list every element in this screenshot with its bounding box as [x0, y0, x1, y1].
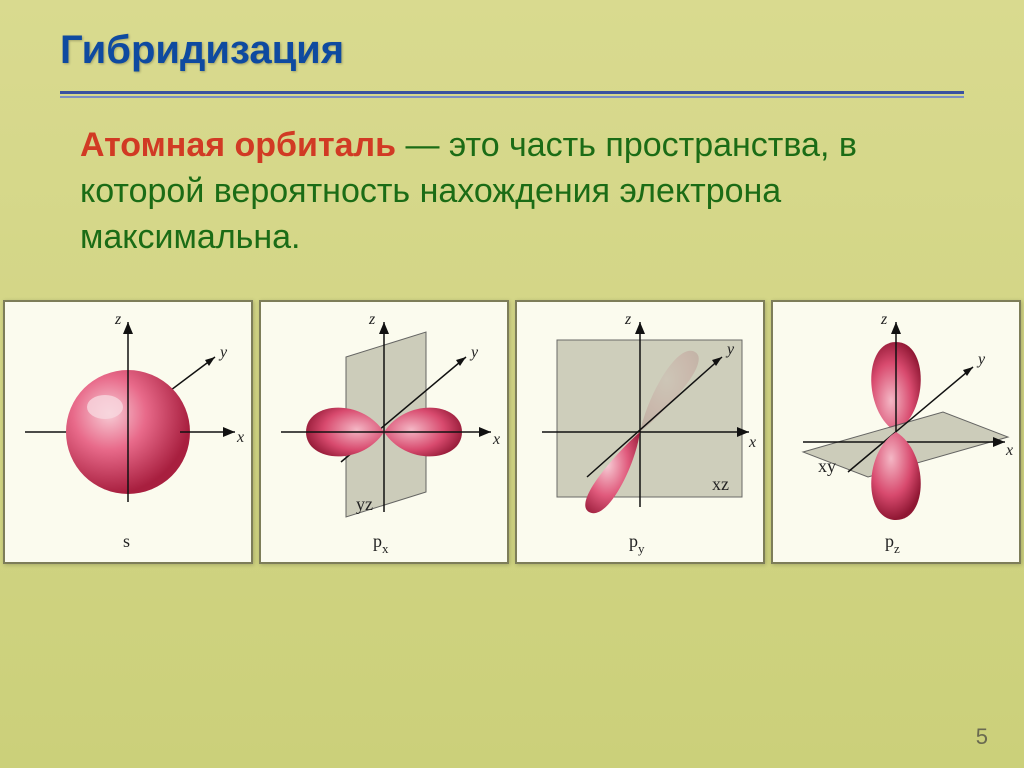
orbital-label-sub: y	[638, 541, 645, 556]
axis-y-label: y	[725, 341, 735, 358]
orbital-label-main: p	[885, 531, 894, 551]
page-title: Гибридизация	[60, 28, 964, 73]
axis-z-label: z	[880, 311, 888, 328]
orbital-cell-s: y z x s	[3, 300, 253, 564]
orbital-cell-px: yz y z x px	[259, 300, 509, 564]
title-rule	[60, 91, 964, 98]
py-orbital-diagram: xz z x y py	[517, 302, 763, 562]
orbital-cell-py: xz z x y py	[515, 300, 765, 564]
axis-x-label: x	[492, 431, 500, 448]
axis-x-label: x	[1005, 442, 1013, 459]
svg-text:pz: pz	[885, 531, 900, 556]
orbital-cell-pz: xy y x z pz	[771, 300, 1021, 564]
title-block: Гибридизация	[0, 0, 1024, 81]
svg-text:py: py	[629, 531, 645, 556]
axis-x-label: x	[748, 434, 756, 451]
s-orbital-diagram: y z x s	[5, 302, 251, 562]
svg-text:px: px	[373, 531, 389, 556]
orbital-label-sub: x	[382, 541, 389, 556]
axis-z-label: z	[368, 311, 376, 328]
pz-orbital-diagram: xy y x z pz	[773, 302, 1019, 562]
orbital-label-main: p	[629, 531, 638, 551]
plane-label: yz	[356, 494, 373, 514]
axis-y-label: y	[976, 351, 986, 368]
definition-term: Атомная орбиталь	[80, 126, 396, 164]
slide: Гибридизация Атомная орбиталь — это част…	[0, 0, 1024, 768]
plane-label: xy	[818, 456, 836, 476]
px-orbital-diagram: yz y z x px	[261, 302, 507, 562]
definition-paragraph: Атомная орбиталь — это часть пространств…	[80, 123, 944, 261]
page-number: 5	[976, 724, 988, 750]
orbital-label-main: s	[123, 531, 130, 551]
axis-z-label: z	[624, 311, 632, 328]
axis-x-label: x	[236, 429, 244, 446]
orbitals-row: y z x s	[0, 300, 1024, 564]
svg-text:s: s	[123, 531, 130, 551]
orbital-label-sub: z	[894, 541, 900, 556]
axis-z-label: z	[114, 311, 122, 328]
axis-y-label: y	[218, 344, 228, 361]
orbital-label-main: p	[373, 531, 382, 551]
axis-y-label: y	[469, 344, 479, 361]
plane-label: xz	[712, 474, 729, 494]
